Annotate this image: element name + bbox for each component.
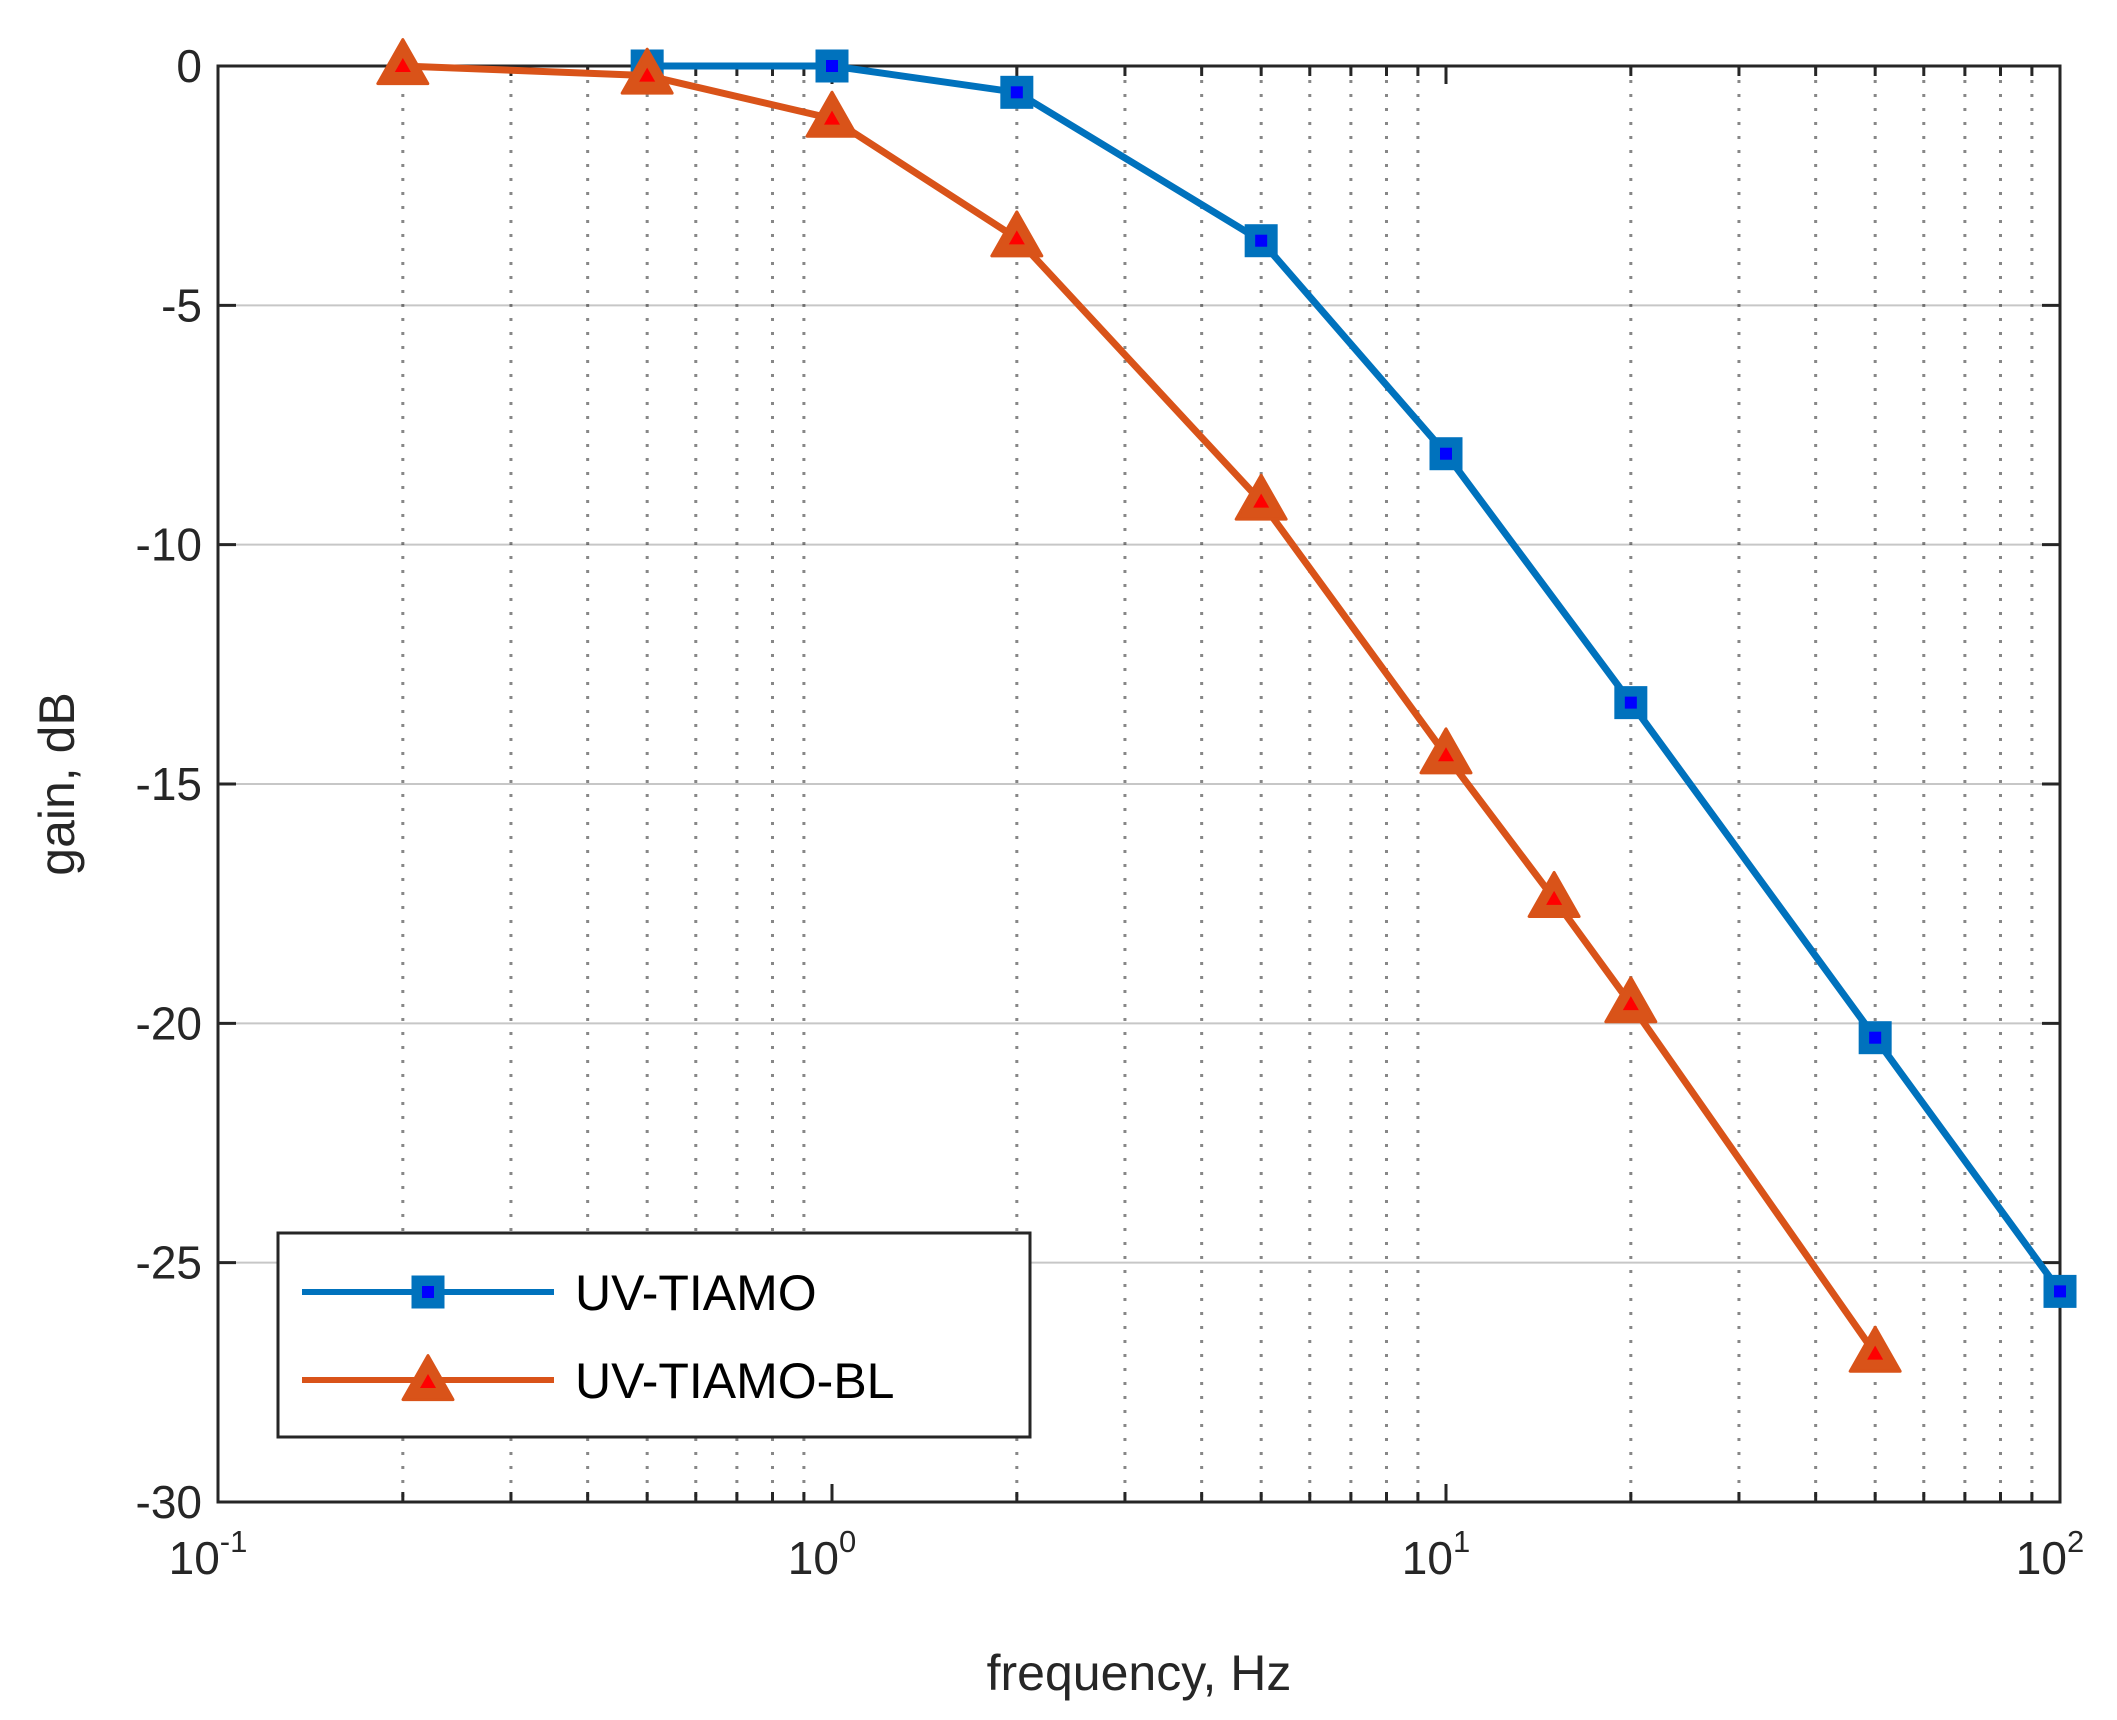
- data-point-triangle-center: [1008, 230, 1025, 245]
- data-point-triangle-center: [420, 1374, 436, 1388]
- legend: UV-TIAMO UV-TIAMO-BL: [276, 1231, 1032, 1439]
- y-tick-label: -15: [136, 758, 202, 810]
- legend-label-uv-tiamo-bl: UV-TIAMO-BL: [575, 1353, 894, 1409]
- y-tick-label: -30: [136, 1476, 202, 1528]
- data-point-triangle-center: [1546, 890, 1563, 905]
- legend-marker-square: [411, 1275, 445, 1309]
- y-tick-label: -25: [136, 1237, 202, 1289]
- data-point-square-center: [1255, 234, 1268, 247]
- y-tick-label: -10: [136, 519, 202, 571]
- data-point-square-center: [826, 60, 838, 72]
- data-point-square-center: [422, 1286, 434, 1298]
- data-point-triangle-center: [1867, 1345, 1884, 1360]
- x-tick-label: 101: [1402, 1524, 1470, 1584]
- series-layer: [376, 38, 2077, 1373]
- legend-marker-triangle: [401, 1354, 455, 1402]
- y-tick-label: -20: [136, 997, 202, 1049]
- x-tick-label: 10-1: [169, 1524, 248, 1584]
- data-point-triangle-center: [1253, 493, 1270, 508]
- series-uv-tiamo: [630, 49, 2077, 1308]
- x-axis-label: frequency, Hz: [987, 1645, 1292, 1701]
- grid-layer: [218, 66, 2060, 1502]
- data-point-square-center: [1869, 1031, 1882, 1044]
- y-axis-label: gain, dB: [29, 692, 85, 875]
- data-point-square-center: [1624, 696, 1637, 709]
- data-point-square-center: [1440, 447, 1452, 460]
- data-point-triangle-center: [1622, 996, 1639, 1011]
- x-tick-label: 102: [2016, 1524, 2084, 1584]
- x-tick-label: 100: [788, 1524, 856, 1584]
- plot-frame: [216, 64, 2062, 1504]
- legend-box: [276, 1231, 1032, 1439]
- data-point-square: [2043, 1274, 2077, 1308]
- data-point-square-center: [2054, 1285, 2066, 1298]
- data-point-triangle-center: [394, 58, 411, 72]
- y-tick-label: 0: [176, 40, 202, 92]
- series-uv-tiamo-bl: [376, 38, 1902, 1373]
- y-tick-label: -5: [161, 279, 202, 331]
- series-line: [647, 62, 2063, 1294]
- data-point-triangle-center: [824, 110, 840, 125]
- data-point-triangle-center: [639, 67, 656, 82]
- data-point-triangle-center: [1438, 747, 1454, 762]
- data-point-square-center: [1010, 86, 1023, 99]
- legend-label-uv-tiamo: UV-TIAMO: [575, 1265, 817, 1321]
